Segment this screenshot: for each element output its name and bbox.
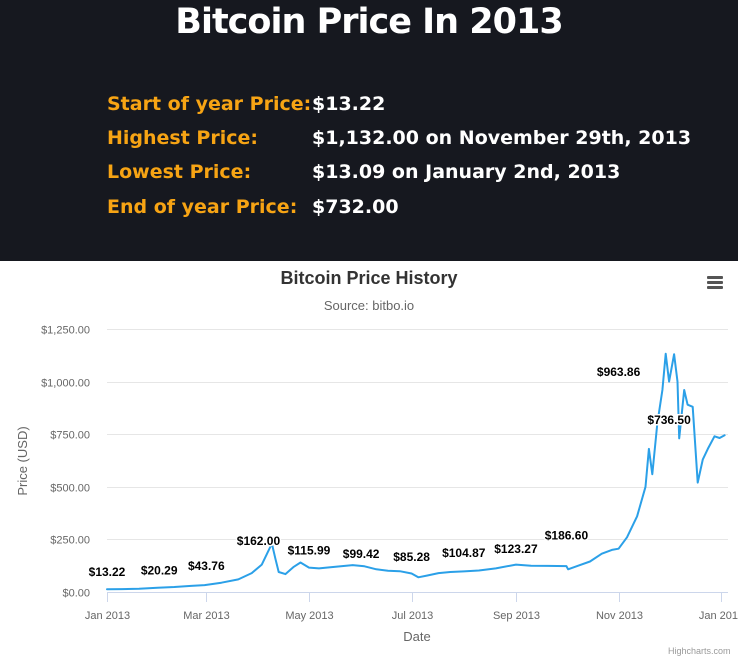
data-label: $20.29 xyxy=(141,564,178,578)
highcharts-credit[interactable]: Highcharts.com xyxy=(668,646,731,656)
stat-label-start: Start of year Price: xyxy=(107,93,312,115)
data-label: $963.86 xyxy=(597,365,641,379)
menu-bar xyxy=(707,286,723,289)
y-tick-label: $0.00 xyxy=(62,588,90,600)
data-label: $43.76 xyxy=(188,559,225,573)
data-label: $123.27 xyxy=(494,542,538,556)
stat-label-highest: Highest Price: xyxy=(107,127,258,149)
menu-bar xyxy=(707,281,723,284)
x-tick-label: Nov 2013 xyxy=(596,610,643,622)
y-tick-label: $1,000.00 xyxy=(41,378,90,390)
page-title: Bitcoin Price In 2013 xyxy=(175,2,563,42)
x-tick-label: Jul 2013 xyxy=(392,610,434,622)
stat-label-lowest: Lowest Price: xyxy=(107,161,252,183)
price-series-line xyxy=(106,352,726,591)
data-label: $13.22 xyxy=(89,565,126,579)
x-tick-label: Jan 2013 xyxy=(85,610,130,622)
y-tick-label: $1,250.00 xyxy=(41,325,90,337)
y-tick-label: $250.00 xyxy=(50,535,90,547)
x-tick-label: May 2013 xyxy=(285,610,333,622)
x-axis-title: Date xyxy=(403,629,430,644)
data-label: $104.87 xyxy=(442,546,486,560)
data-label: $85.28 xyxy=(393,550,430,564)
data-label: $115.99 xyxy=(288,544,331,558)
stat-value-end: $732.00 xyxy=(312,196,399,218)
header-banner xyxy=(0,0,738,261)
x-tick-label: Mar 2013 xyxy=(183,610,229,622)
chart-title: Bitcoin Price History xyxy=(280,268,458,288)
y-tick-label: $750.00 xyxy=(50,430,90,442)
stat-label-end: End of year Price: xyxy=(107,196,298,218)
stat-value-lowest: $13.09 on January 2nd, 2013 xyxy=(312,161,621,183)
data-label: $736.50 xyxy=(647,413,691,427)
stat-value-highest: $1,132.00 on November 29th, 2013 xyxy=(312,127,692,149)
stat-value-start: $13.22 xyxy=(312,93,386,115)
chart-subtitle: Source: bitbo.io xyxy=(323,298,415,313)
hamburger-menu-icon[interactable] xyxy=(705,274,725,290)
data-label: $99.42 xyxy=(343,547,380,561)
data-label: $162.00 xyxy=(237,534,281,548)
y-tick-label: $500.00 xyxy=(50,483,90,495)
menu-bar xyxy=(707,276,723,279)
x-tick-label: Sep 2013 xyxy=(493,610,540,622)
x-tick-label: Jan 2014 xyxy=(699,610,738,622)
y-axis-title: Price (USD) xyxy=(15,426,30,495)
data-label: $186.60 xyxy=(545,529,589,543)
